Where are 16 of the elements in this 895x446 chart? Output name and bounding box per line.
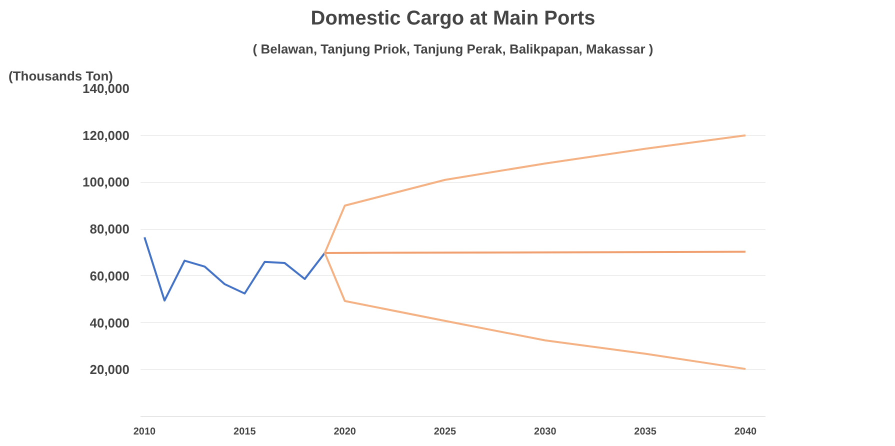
chart-title: Domestic Cargo at Main Ports <box>310 8 596 30</box>
y-tick-label: 80,000 <box>90 222 130 237</box>
x-tick-label: 2010 <box>133 426 156 438</box>
y-tick-label: 40,000 <box>90 315 130 330</box>
x-tick-label: 2015 <box>234 426 256 438</box>
x-tick-label: 2025 <box>434 426 457 438</box>
y-axis-title: (Thousands Ton) <box>8 68 113 84</box>
x-tick-label: 2040 <box>734 426 758 438</box>
x-tick-label: 2035 <box>634 426 657 438</box>
chart-subtitle: ( Belawan, Tanjung Priok, Tanjung Perak, Balikpapan, Makassar ) <box>252 42 654 56</box>
y-tick-label: 100,000 <box>82 174 130 190</box>
y-tick-label: 20,000 <box>90 362 130 378</box>
x-tick-label: 2020 <box>334 426 356 438</box>
x-tick-label: 2030 <box>534 426 557 438</box>
y-tick-label: 120,000 <box>82 128 130 143</box>
y-tick-label: 60,000 <box>90 268 130 284</box>
